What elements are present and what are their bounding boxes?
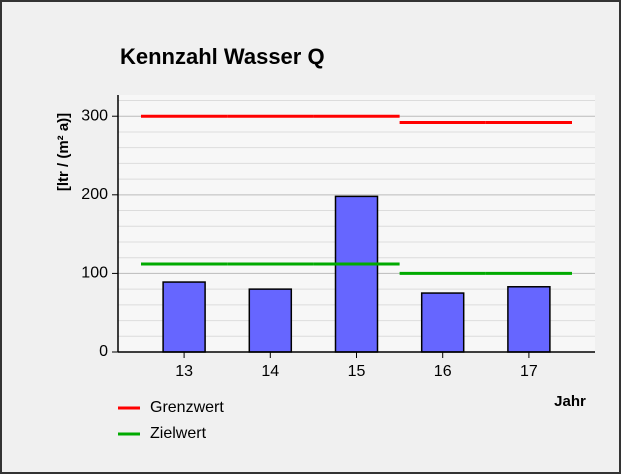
- y-tick-label: 200: [81, 186, 108, 203]
- y-tick-label: 0: [99, 343, 108, 360]
- legend-label: Grenzwert: [150, 399, 224, 416]
- legend-label: Zielwert: [150, 425, 207, 442]
- x-tick-label: 14: [261, 363, 279, 380]
- bar: [420, 292, 465, 353]
- chart-title: Kennzahl Wasser Q: [120, 44, 325, 69]
- y-tick-label: 300: [81, 107, 108, 124]
- x-tick-label: 16: [434, 363, 452, 380]
- x-axis-label: Jahr: [554, 393, 586, 410]
- bar: [334, 195, 379, 353]
- y-tick-label: 100: [81, 265, 108, 282]
- x-tick-label: 13: [175, 363, 193, 380]
- bar: [248, 288, 293, 353]
- bar: [507, 286, 551, 353]
- x-tick-label: 15: [348, 363, 366, 380]
- x-tick-label: 17: [520, 363, 538, 380]
- bar: [162, 281, 206, 353]
- y-axis-label: [ltr / (m² a)]: [55, 113, 72, 191]
